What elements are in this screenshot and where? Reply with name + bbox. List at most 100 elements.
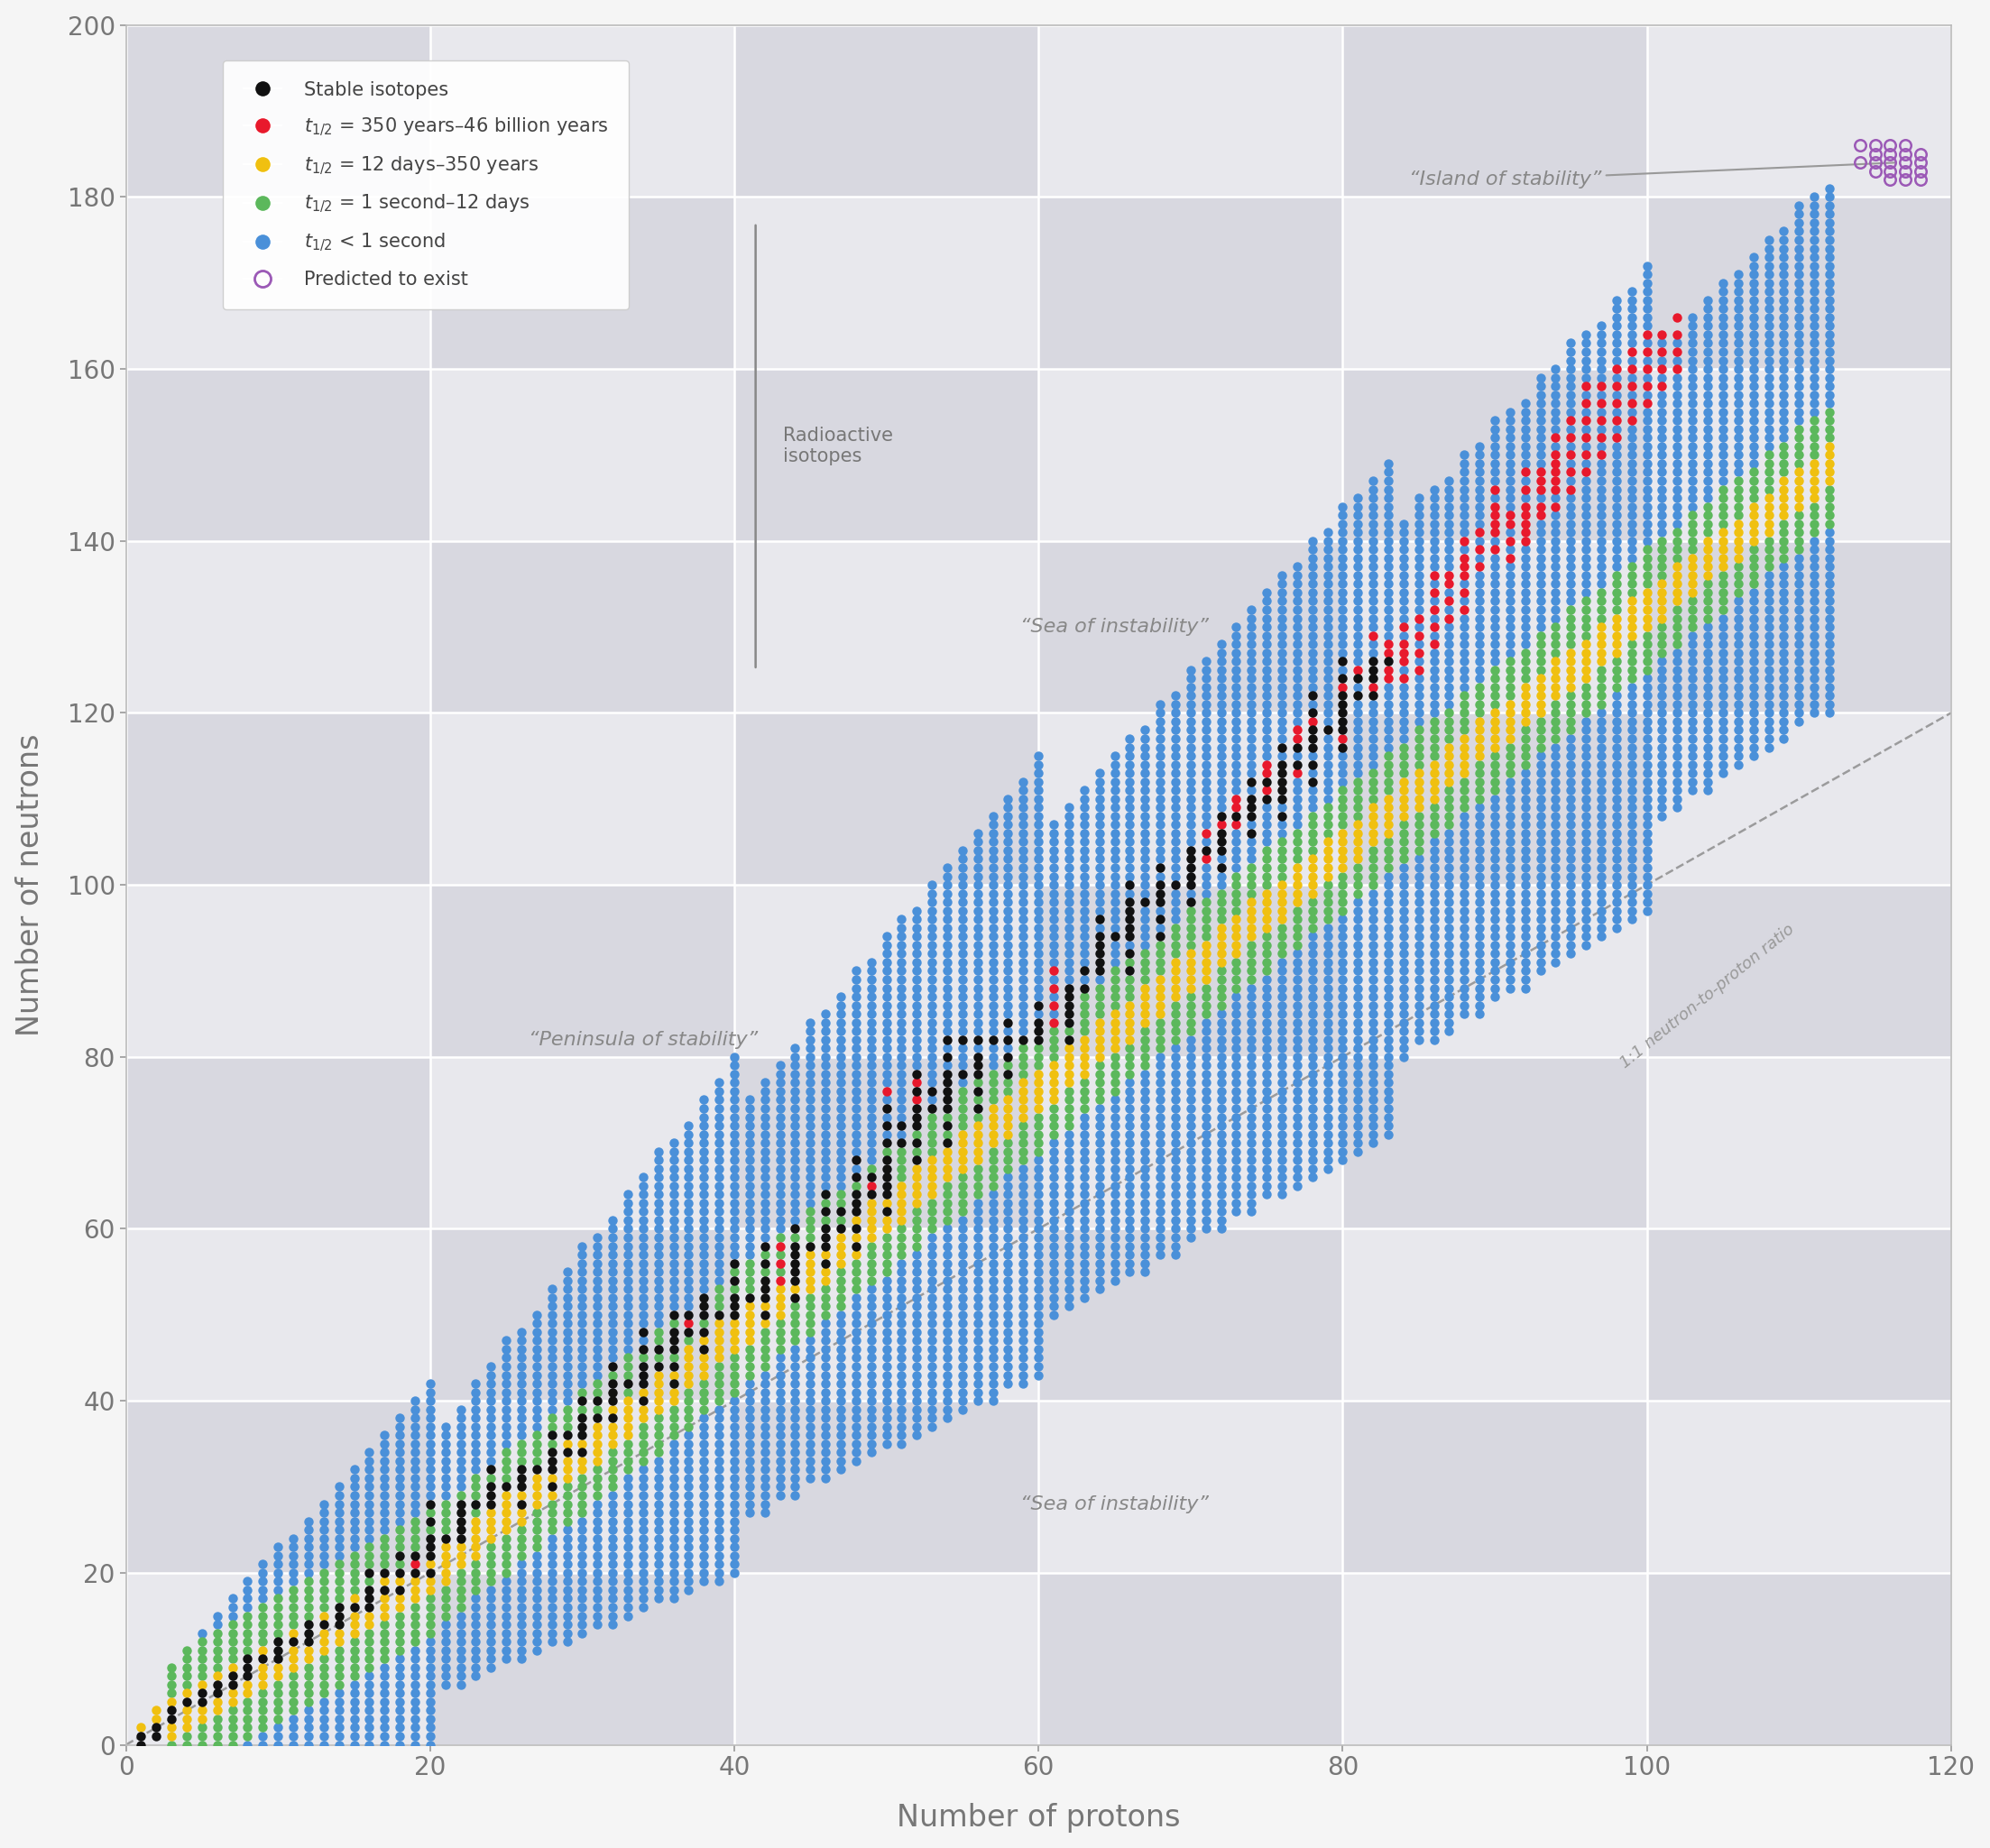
Point bbox=[947, 1153, 979, 1183]
Point bbox=[1311, 604, 1343, 634]
Point bbox=[718, 1421, 750, 1451]
Point bbox=[1114, 1214, 1146, 1244]
Point bbox=[810, 1351, 842, 1380]
Point bbox=[1341, 527, 1373, 556]
Point bbox=[1295, 948, 1327, 978]
Point bbox=[1692, 407, 1723, 436]
Point bbox=[1721, 724, 1753, 754]
Point bbox=[1403, 991, 1435, 1020]
Point bbox=[1007, 1360, 1039, 1390]
Point bbox=[1813, 663, 1845, 693]
Point bbox=[1586, 802, 1618, 832]
Point bbox=[1174, 896, 1206, 926]
Point bbox=[1707, 621, 1739, 650]
Point bbox=[1236, 930, 1268, 959]
Point bbox=[1295, 1059, 1327, 1088]
Point bbox=[460, 1626, 492, 1656]
Point bbox=[1570, 355, 1602, 384]
Point bbox=[977, 1257, 1009, 1286]
Point bbox=[1662, 732, 1693, 761]
Point bbox=[810, 1308, 842, 1338]
Point bbox=[657, 1153, 689, 1183]
Point bbox=[947, 1179, 979, 1209]
Point bbox=[961, 1249, 993, 1279]
Point bbox=[1616, 440, 1648, 469]
Point bbox=[1083, 1076, 1114, 1105]
Point bbox=[718, 1094, 750, 1124]
Point bbox=[993, 809, 1025, 839]
Point bbox=[1023, 1308, 1055, 1338]
Point bbox=[718, 1223, 750, 1253]
Point bbox=[794, 1325, 826, 1355]
Point bbox=[430, 1626, 462, 1656]
Point bbox=[1678, 329, 1709, 359]
Point bbox=[1387, 595, 1419, 625]
Point bbox=[1327, 955, 1359, 985]
Point bbox=[961, 1257, 993, 1286]
Point bbox=[490, 1377, 521, 1406]
Point bbox=[673, 1395, 704, 1425]
Point bbox=[1037, 965, 1069, 994]
Point bbox=[597, 1283, 629, 1312]
Point bbox=[567, 1549, 599, 1578]
Point bbox=[1327, 896, 1359, 926]
Point bbox=[1524, 673, 1556, 702]
Point bbox=[368, 1619, 400, 1648]
Point bbox=[780, 1249, 812, 1279]
Point bbox=[1554, 432, 1586, 462]
Point bbox=[993, 1007, 1025, 1037]
Point bbox=[1479, 440, 1510, 469]
Point bbox=[1282, 1137, 1313, 1166]
Point bbox=[1206, 981, 1238, 1011]
Point bbox=[870, 1198, 901, 1227]
Point bbox=[1783, 190, 1815, 220]
Point bbox=[490, 1369, 521, 1399]
Point bbox=[1721, 423, 1753, 453]
Point bbox=[1311, 887, 1343, 917]
Point bbox=[1403, 492, 1435, 521]
Point bbox=[915, 1016, 947, 1046]
Point bbox=[764, 1377, 796, 1406]
Point bbox=[977, 1094, 1009, 1124]
Point bbox=[1282, 750, 1313, 780]
Point bbox=[1465, 913, 1496, 942]
Point bbox=[1600, 647, 1632, 676]
Point bbox=[505, 1593, 537, 1623]
Point bbox=[780, 1172, 812, 1201]
Point bbox=[231, 1635, 263, 1665]
Point bbox=[1341, 1120, 1373, 1149]
Point bbox=[1479, 543, 1510, 573]
Point bbox=[1023, 974, 1055, 1003]
Point bbox=[368, 1497, 400, 1526]
Point bbox=[1295, 845, 1327, 874]
Point bbox=[780, 1266, 812, 1295]
Point bbox=[1190, 1007, 1222, 1037]
Point bbox=[1007, 835, 1039, 865]
Point bbox=[1252, 750, 1284, 780]
Point bbox=[1554, 569, 1586, 599]
Point bbox=[521, 1412, 553, 1441]
Point bbox=[856, 1000, 888, 1029]
Point bbox=[734, 1429, 766, 1458]
Point bbox=[1707, 423, 1739, 453]
Point bbox=[1540, 517, 1572, 547]
Point bbox=[1357, 861, 1389, 891]
Point bbox=[794, 1101, 826, 1131]
Point bbox=[1053, 922, 1085, 952]
Point bbox=[1799, 492, 1831, 521]
Point bbox=[1387, 913, 1419, 942]
Point bbox=[780, 1068, 812, 1098]
Point bbox=[1053, 1137, 1085, 1166]
Point bbox=[1783, 654, 1815, 684]
Point bbox=[840, 1429, 872, 1458]
Point bbox=[1753, 355, 1785, 384]
Point bbox=[901, 930, 933, 959]
Point bbox=[718, 1292, 750, 1321]
Point bbox=[824, 1205, 856, 1234]
Point bbox=[521, 1473, 553, 1502]
Point bbox=[1678, 397, 1709, 427]
Point bbox=[490, 1515, 521, 1545]
Point bbox=[1678, 371, 1709, 401]
Point bbox=[901, 1249, 933, 1279]
Point bbox=[1616, 715, 1648, 745]
